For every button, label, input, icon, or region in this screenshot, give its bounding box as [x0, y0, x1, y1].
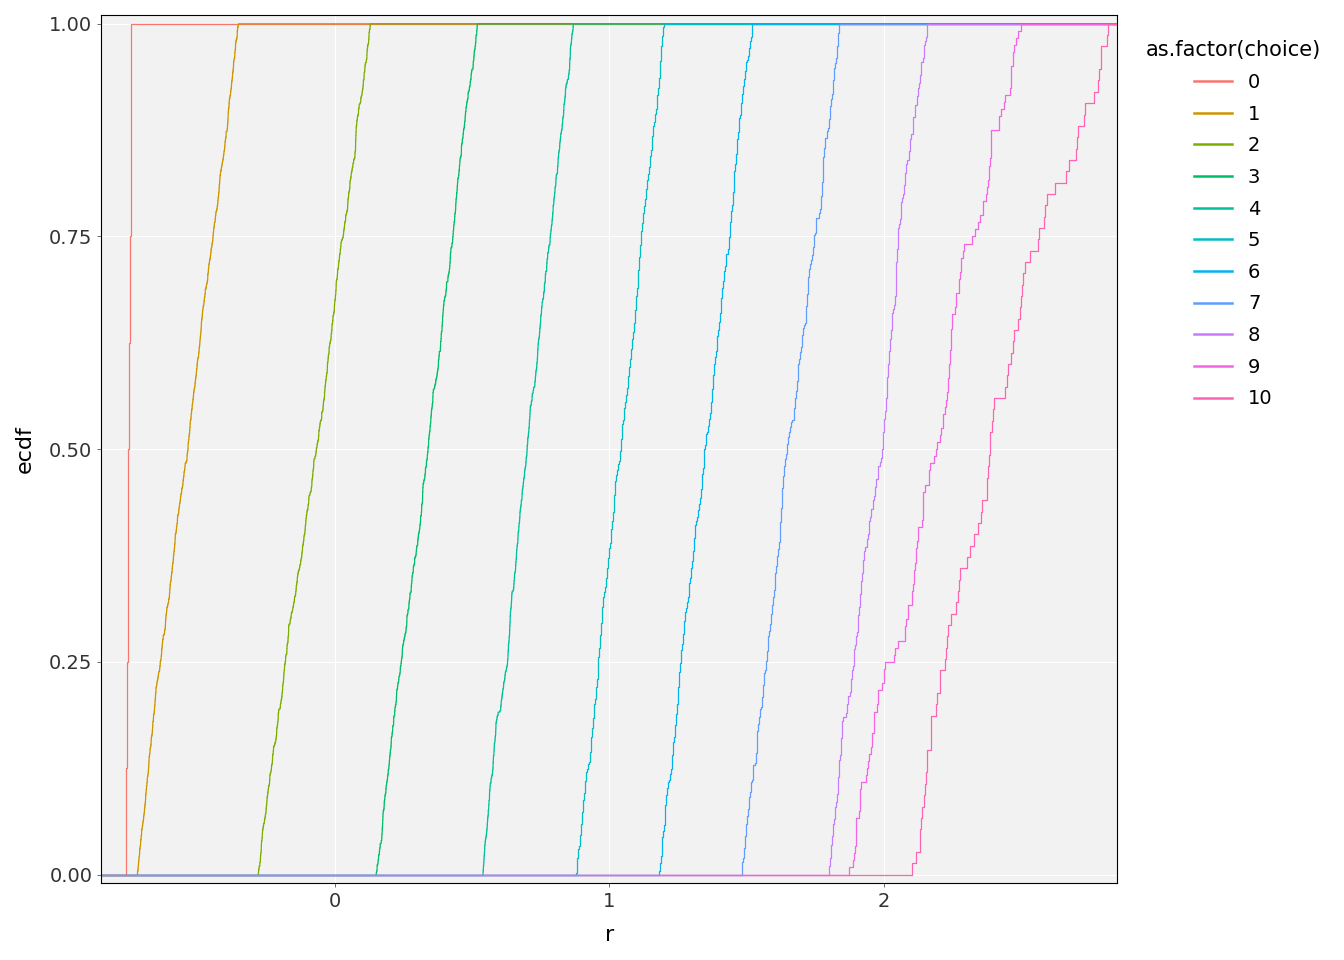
Y-axis label: ecdf: ecdf: [15, 425, 35, 473]
X-axis label: r: r: [605, 925, 614, 945]
Legend: 0, 1, 2, 3, 4, 5, 6, 7, 8, 9, 10: 0, 1, 2, 3, 4, 5, 6, 7, 8, 9, 10: [1137, 33, 1328, 417]
